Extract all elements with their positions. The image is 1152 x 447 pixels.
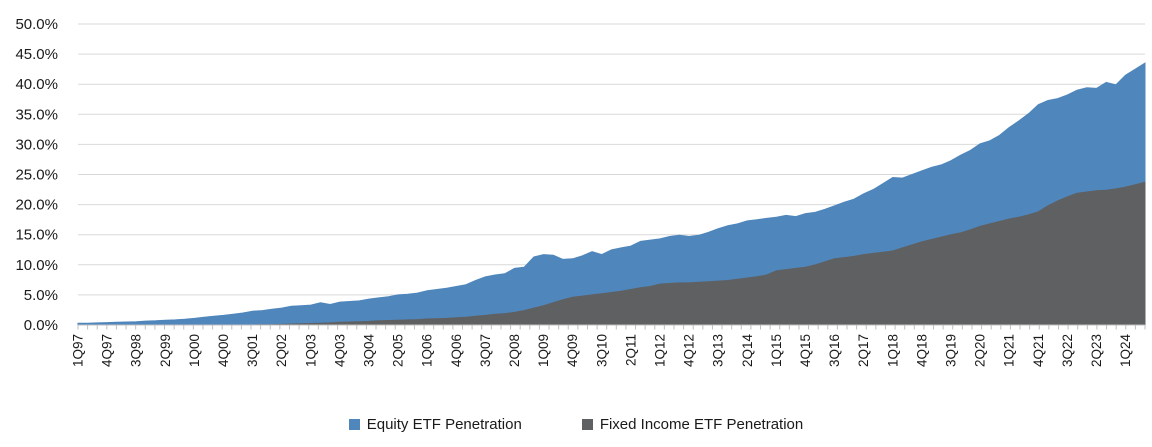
y-axis-tick-label: 20.0% bbox=[15, 197, 58, 214]
y-axis-tick-label: 5.0% bbox=[24, 287, 58, 304]
x-axis-tick-label: 3Q07 bbox=[478, 334, 493, 367]
x-axis-tick-label: 2Q14 bbox=[740, 334, 755, 368]
x-axis-tick-label: 1Q21 bbox=[1002, 334, 1017, 367]
x-axis-tick-label: 4Q09 bbox=[565, 334, 580, 367]
x-axis-tick-label: 1Q06 bbox=[420, 334, 435, 367]
y-axis-tick-label: 25.0% bbox=[15, 167, 58, 184]
x-axis-tick-label: 1Q00 bbox=[187, 334, 202, 367]
x-axis-tick-label: 2Q20 bbox=[973, 334, 988, 367]
x-axis-tick-label: 3Q19 bbox=[944, 334, 959, 367]
x-axis-tick-label: 1Q24 bbox=[1118, 334, 1133, 368]
legend-item-equity: Equity ETF Penetration bbox=[348, 416, 522, 433]
x-axis-tick-label: 3Q98 bbox=[129, 334, 144, 367]
y-axis-tick-label: 15.0% bbox=[15, 227, 58, 244]
legend-label-fixed-income: Fixed Income ETF Penetration bbox=[599, 416, 804, 433]
x-axis-tick-label: 4Q21 bbox=[1031, 334, 1046, 367]
x-axis-tick-label: 3Q10 bbox=[594, 334, 609, 367]
x-axis-tick-label: 1Q03 bbox=[303, 334, 318, 367]
legend: Equity ETF Penetration Fixed Income ETF … bbox=[0, 416, 1152, 433]
x-axis-tick-label: 4Q12 bbox=[682, 334, 697, 367]
y-axis-tick-label: 35.0% bbox=[15, 106, 58, 123]
y-axis-tick-label: 45.0% bbox=[15, 46, 58, 63]
y-axis-tick-label: 40.0% bbox=[15, 76, 58, 93]
x-axis-tick-label: 2Q99 bbox=[158, 334, 173, 367]
x-axis-tick-label: 4Q15 bbox=[798, 334, 813, 367]
legend-item-fixed-income: Fixed Income ETF Penetration bbox=[581, 416, 804, 433]
x-axis-tick-label: 1Q15 bbox=[769, 334, 784, 367]
fixed-income-swatch-icon bbox=[581, 419, 593, 430]
x-axis-tick-label: 3Q04 bbox=[362, 334, 377, 368]
x-axis-tick-label: 1Q97 bbox=[71, 334, 86, 367]
x-axis-tick-label: 2Q11 bbox=[623, 334, 638, 366]
x-axis-tick-label: 4Q06 bbox=[449, 334, 464, 367]
x-axis-tick-label: 3Q16 bbox=[827, 334, 842, 367]
x-axis-tick-label: 3Q13 bbox=[711, 334, 726, 367]
x-axis-tick-label: 2Q17 bbox=[856, 334, 871, 367]
x-axis-tick-label: 2Q08 bbox=[507, 334, 522, 367]
y-axis-tick-label: 10.0% bbox=[15, 257, 58, 274]
x-axis-tick-label: 3Q01 bbox=[245, 334, 260, 367]
y-axis-tick-label: 30.0% bbox=[15, 136, 58, 153]
plot-area: 0.0% 5.0% 10.0% 15.0% 20.0% 25.0% 30.0% 35.0% 40… bbox=[15, 16, 1146, 368]
x-axis-tick-label: 3Q22 bbox=[1060, 334, 1075, 367]
x-axis-tick-label: 4Q03 bbox=[332, 334, 347, 367]
x-axis-tick-label: 4Q97 bbox=[100, 334, 115, 367]
x-axis-tick-label: 1Q18 bbox=[885, 334, 900, 367]
x-axis-tick-label: 1Q12 bbox=[653, 334, 668, 367]
x-axis-tick-label: 2Q02 bbox=[274, 334, 289, 367]
x-axis-tick-label: 2Q23 bbox=[1089, 334, 1104, 367]
x-axis-tick-label: 4Q00 bbox=[216, 334, 231, 367]
x-axis-tick-label: 2Q05 bbox=[391, 334, 406, 367]
legend-label-equity: Equity ETF Penetration bbox=[366, 416, 522, 433]
y-axis-tick-label: 50.0% bbox=[15, 16, 58, 33]
equity-swatch-icon bbox=[348, 419, 360, 430]
x-axis-tick-label: 4Q18 bbox=[914, 334, 929, 367]
x-axis-tick-label: 1Q09 bbox=[536, 334, 551, 367]
y-axis-tick-label: 0.0% bbox=[24, 317, 58, 334]
